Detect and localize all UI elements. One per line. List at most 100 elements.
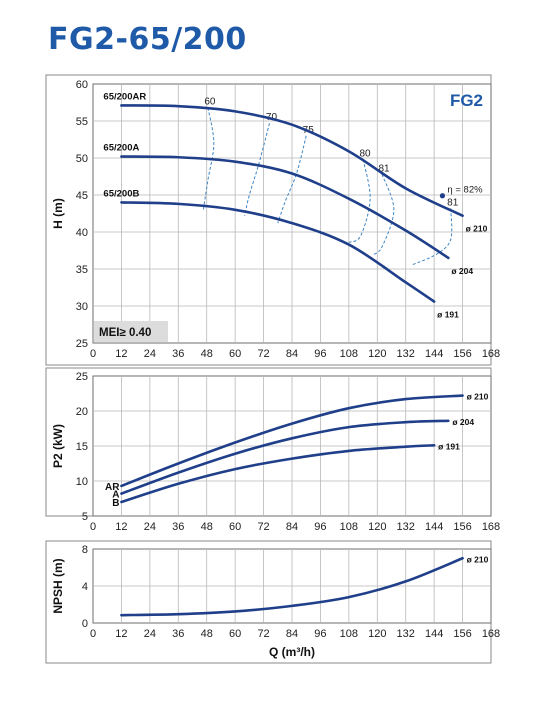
- x-tick-label: 84: [286, 348, 298, 360]
- series-line: [120, 201, 436, 303]
- x-tick-label: 168: [482, 628, 500, 640]
- efficiency-curve: [372, 174, 395, 256]
- y-tick-label: 15: [76, 441, 88, 453]
- x-tick-label: 132: [397, 628, 415, 640]
- efficiency-curve: [348, 159, 371, 243]
- x-tick-label: 72: [257, 628, 269, 640]
- x-tick-label: 120: [368, 521, 386, 533]
- x-axis-label: Q (m³/h): [269, 645, 315, 659]
- x-tick-label: 12: [115, 521, 127, 533]
- x-tick-label: 108: [340, 521, 358, 533]
- efficiency-curve: [277, 135, 307, 224]
- x-tick-label: 96: [314, 521, 326, 533]
- x-tick-label: 168: [482, 521, 500, 533]
- x-tick-label: 168: [482, 348, 500, 360]
- series-end-label: ø 191: [438, 441, 460, 451]
- x-tick-label: 84: [286, 521, 298, 533]
- x-tick-label: 144: [425, 521, 443, 533]
- y-tick-label: 10: [76, 476, 88, 488]
- series-end-label: ø 204: [451, 266, 473, 276]
- series-end-label: ø 210: [467, 554, 489, 564]
- y-axis-label: H (m): [51, 198, 65, 229]
- x-tick-label: 84: [286, 628, 298, 640]
- series-name-label: 65/200AR: [103, 91, 146, 102]
- x-tick-label: 156: [453, 521, 471, 533]
- mei-label: MEI≥ 0.40: [99, 327, 151, 339]
- x-tick-label: 144: [425, 348, 443, 360]
- x-tick-label: 96: [314, 628, 326, 640]
- series-end-label: ø 210: [466, 224, 488, 234]
- x-tick-label: 36: [172, 521, 184, 533]
- efficiency-point: [439, 193, 446, 199]
- y-tick-label: 25: [76, 338, 88, 350]
- series-line: [120, 394, 464, 488]
- efficiency-curve: [244, 123, 270, 216]
- y-tick-label: 20: [76, 406, 88, 418]
- series-name-label: B: [112, 498, 119, 509]
- series-name-label: AR: [105, 482, 120, 493]
- x-tick-label: 48: [201, 348, 213, 360]
- series-line: [120, 155, 450, 260]
- x-tick-label: 132: [397, 348, 415, 360]
- y-tick-label: 35: [76, 264, 88, 276]
- x-tick-label: 156: [453, 628, 471, 640]
- mei-box: [94, 321, 168, 342]
- y-tick-label: 50: [76, 153, 88, 165]
- series-line: [120, 556, 464, 617]
- y-axis-label: NPSH (m): [51, 558, 65, 613]
- y-tick-label: 4: [82, 581, 88, 593]
- efficiency-point-label: η = 82%: [447, 185, 483, 196]
- page-title: FG2-65/200: [48, 22, 247, 57]
- chart-power: 0 12 24 36 48 60 72 84 96 108 120 132 144 156 168 5 10 15…: [51, 371, 500, 533]
- x-tick-label: 48: [201, 628, 213, 640]
- y-axis-label: P2 (kW): [51, 424, 65, 468]
- series-name-label: 65/200A: [103, 143, 139, 154]
- y-tick-label: 55: [76, 116, 88, 128]
- efficiency-label: 60: [204, 97, 216, 108]
- y-tick-label: 0: [82, 618, 88, 630]
- efficiency-label: 81: [447, 197, 459, 208]
- x-tick-label: 24: [144, 521, 156, 533]
- x-tick-label: 60: [229, 521, 241, 533]
- series-line: [120, 419, 450, 495]
- x-tick-label: 72: [257, 521, 269, 533]
- chart-badge: FG2: [450, 91, 483, 110]
- efficiency-label: 80: [360, 148, 372, 159]
- series-end-label: ø 210: [467, 392, 489, 402]
- x-tick-label: 96: [314, 348, 326, 360]
- y-tick-label: 45: [76, 190, 88, 202]
- y-tick-label: 40: [76, 227, 88, 239]
- efficiency-curve: [202, 107, 215, 212]
- x-tick-label: 0: [90, 628, 96, 640]
- x-tick-label: 120: [368, 348, 386, 360]
- x-tick-label: 48: [201, 521, 213, 533]
- y-tick-label: 25: [76, 371, 88, 383]
- y-tick-label: 8: [82, 544, 88, 556]
- x-tick-label: 36: [172, 348, 184, 360]
- series-end-label: ø 204: [452, 417, 474, 427]
- x-tick-label: 108: [340, 628, 358, 640]
- x-tick-label: 120: [368, 628, 386, 640]
- series-end-label: ø 191: [437, 310, 459, 320]
- x-tick-label: 144: [425, 628, 443, 640]
- x-tick-label: 0: [90, 348, 96, 360]
- series-name-label: 65/200B: [103, 188, 139, 199]
- x-tick-label: 60: [229, 628, 241, 640]
- x-tick-label: 108: [340, 348, 358, 360]
- x-tick-label: 60: [229, 348, 241, 360]
- x-tick-label: 12: [115, 348, 127, 360]
- x-tick-label: 36: [172, 628, 184, 640]
- x-tick-label: 24: [144, 348, 156, 360]
- x-tick-label: 72: [257, 348, 269, 360]
- series-line: [120, 104, 464, 218]
- x-tick-label: 0: [90, 521, 96, 533]
- y-tick-label: 60: [76, 79, 88, 91]
- efficiency-label: 81: [378, 163, 390, 174]
- x-tick-label: 132: [397, 521, 415, 533]
- y-tick-label: 30: [76, 301, 88, 313]
- x-tick-label: 156: [453, 348, 471, 360]
- x-tick-label: 12: [115, 628, 127, 640]
- series-line: [120, 444, 436, 504]
- efficiency-curve: [412, 208, 453, 266]
